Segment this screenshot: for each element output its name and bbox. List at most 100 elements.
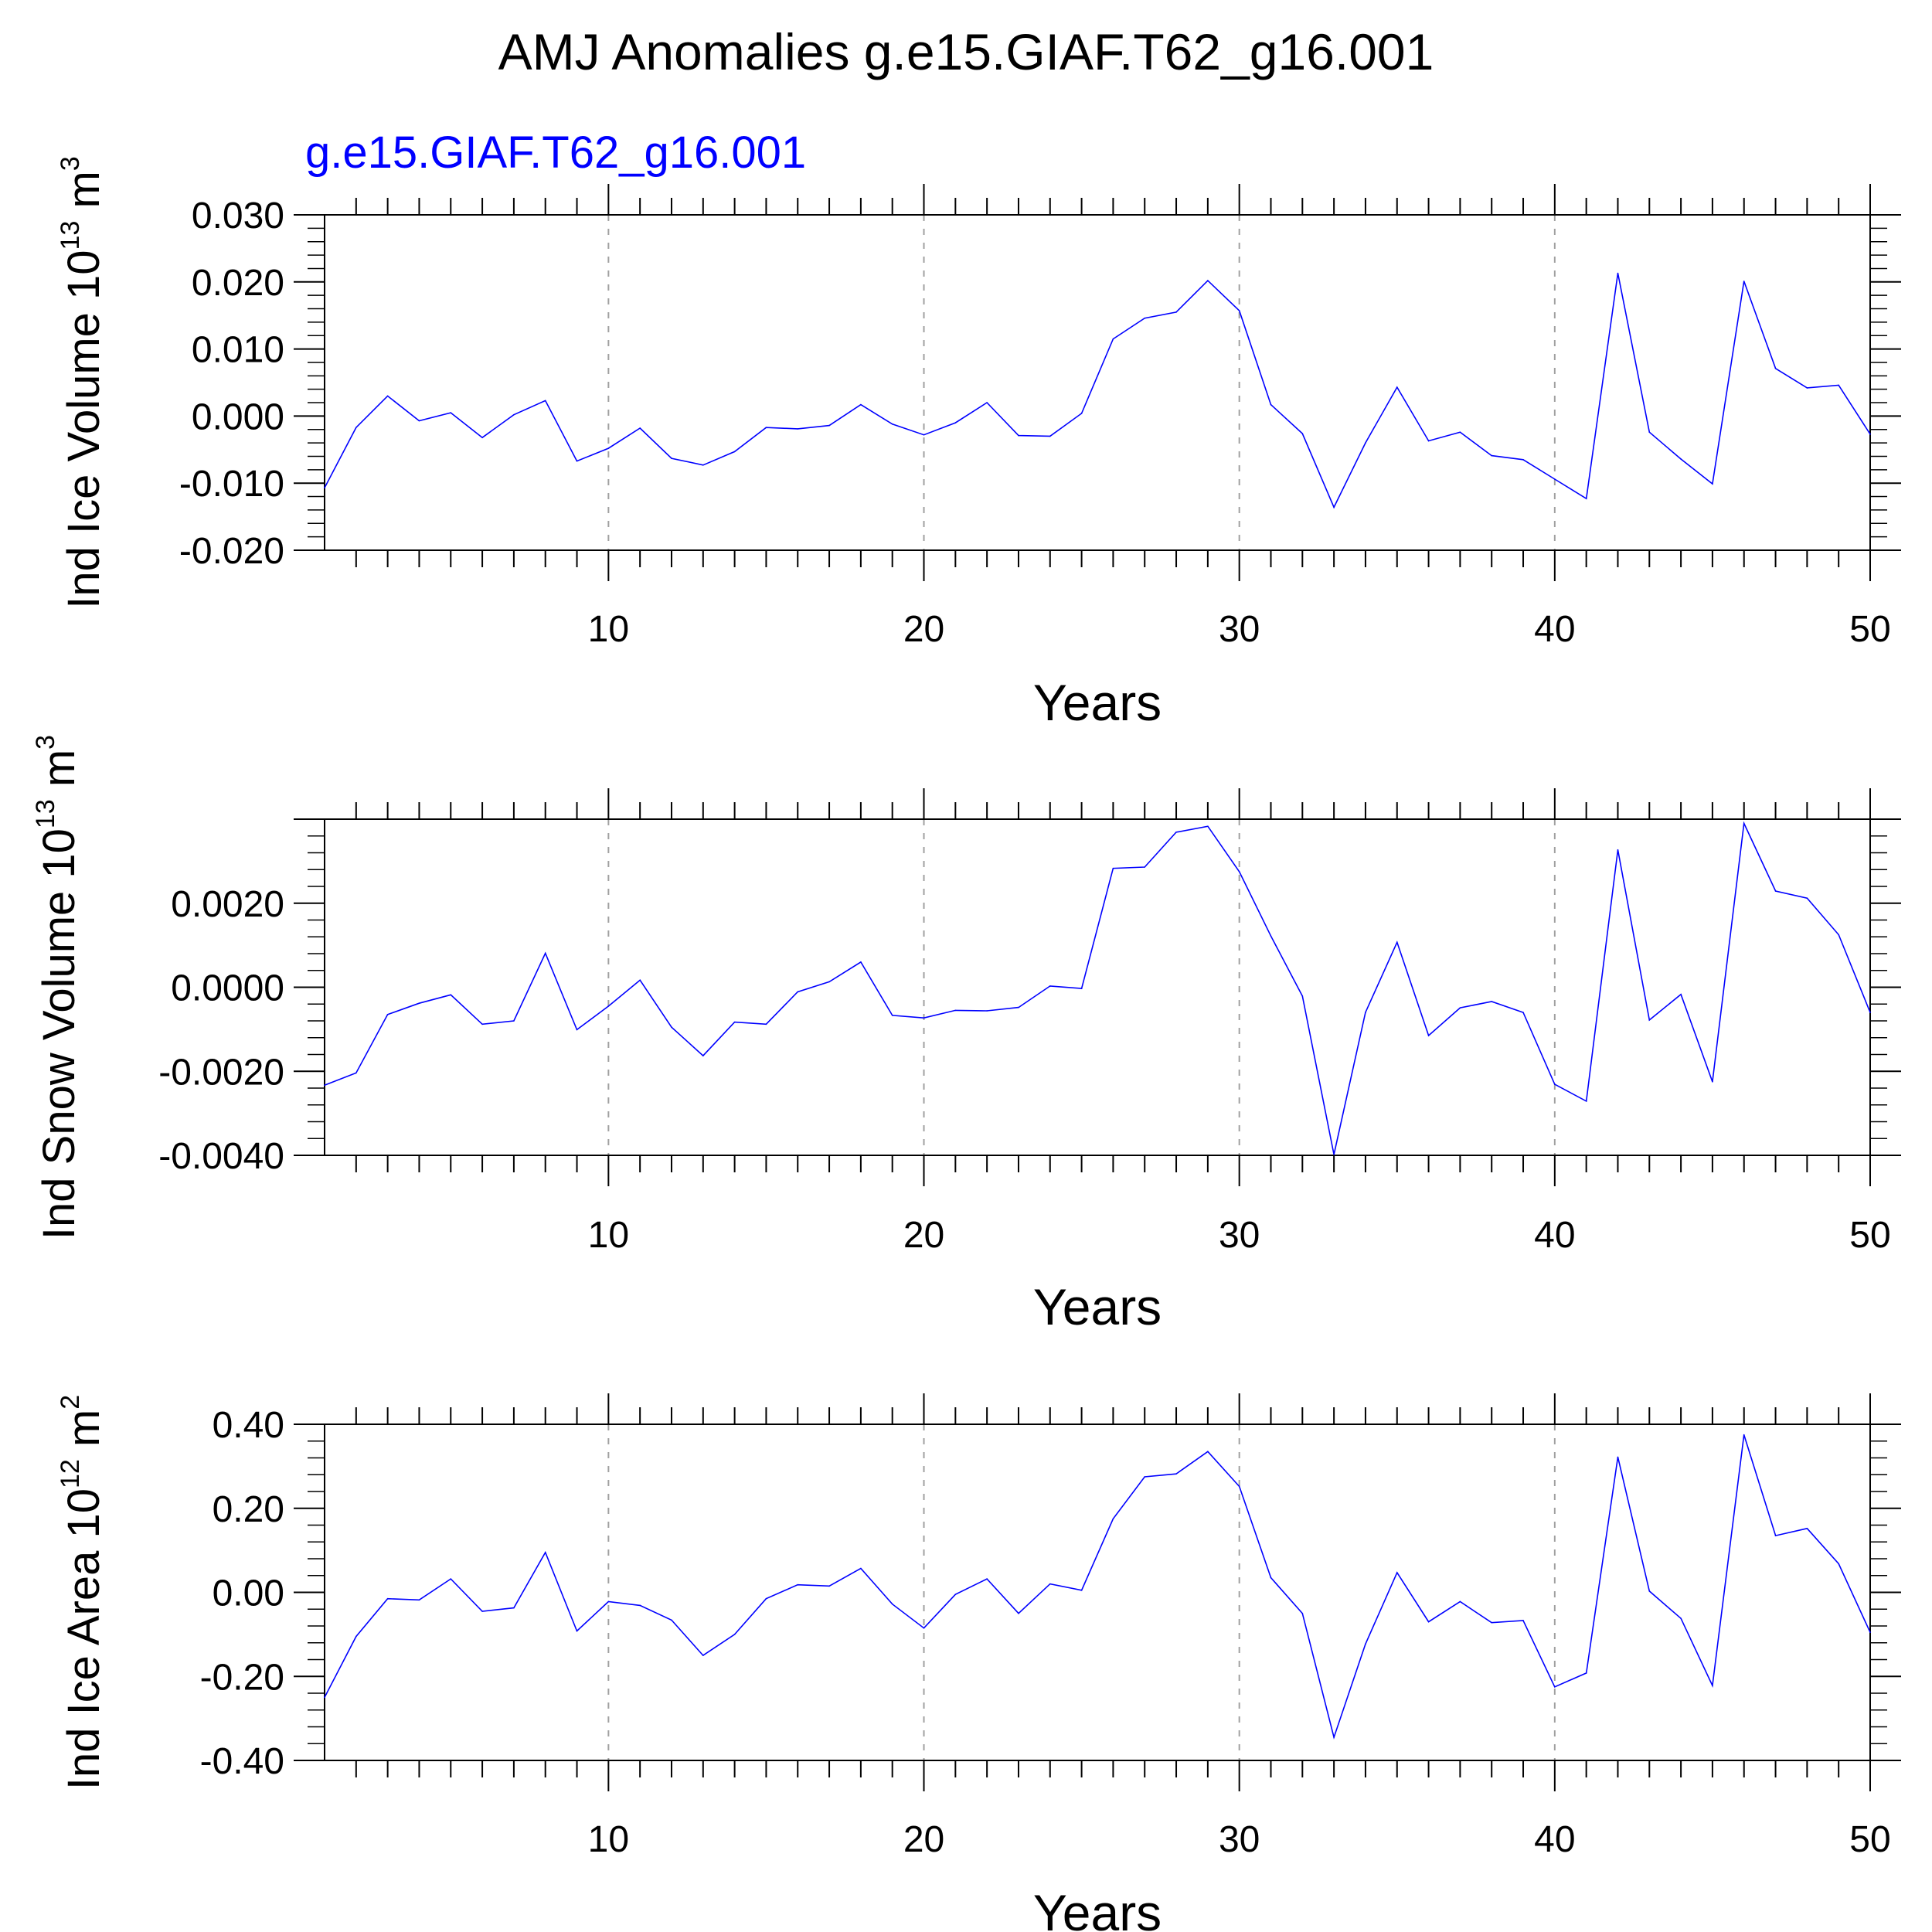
data-point bbox=[1238, 871, 1240, 872]
data-point bbox=[797, 1583, 799, 1586]
x-axis-label: Years bbox=[1033, 674, 1162, 731]
data-point bbox=[733, 1021, 736, 1023]
data-point bbox=[1365, 1012, 1366, 1013]
data-point bbox=[1144, 1476, 1146, 1478]
data-point bbox=[1459, 431, 1461, 434]
data-point bbox=[607, 1005, 610, 1007]
data-point bbox=[481, 437, 483, 438]
data-point bbox=[1491, 454, 1493, 457]
series-line bbox=[324, 273, 1871, 509]
data-point bbox=[576, 1029, 578, 1031]
x-tick-label: 40 bbox=[1534, 1215, 1575, 1256]
data-point bbox=[1333, 1154, 1335, 1155]
data-point bbox=[702, 1655, 704, 1656]
data-point bbox=[355, 1635, 357, 1638]
data-point bbox=[639, 1604, 641, 1607]
data-point bbox=[1648, 431, 1651, 434]
y-axis-label: Ind Ice Volume 1013 m3 bbox=[56, 156, 109, 609]
data-point bbox=[891, 1015, 893, 1016]
data-point bbox=[1175, 832, 1177, 833]
data-point bbox=[418, 1599, 420, 1601]
data-point bbox=[1680, 458, 1682, 460]
data-point bbox=[481, 1611, 483, 1612]
data-point bbox=[1774, 890, 1777, 892]
y-tick-label: 0.020 bbox=[192, 263, 284, 304]
x-tick-label: 50 bbox=[1849, 609, 1890, 650]
data-point bbox=[986, 1578, 988, 1580]
data-point bbox=[418, 1002, 420, 1004]
data-point bbox=[1112, 867, 1114, 869]
data-point bbox=[1459, 1007, 1461, 1009]
panel-3: 10 20 30 40 50 -0.40 -0.20 0.00 0.20 0.40 Years Ind… bbox=[56, 1393, 1901, 1932]
data-point bbox=[355, 1072, 357, 1074]
y-tick-label: -0.20 bbox=[200, 1657, 284, 1698]
data-point bbox=[923, 1627, 925, 1629]
y-tick-label: 0.0020 bbox=[171, 884, 284, 925]
series-line bbox=[324, 1434, 1871, 1740]
data-point bbox=[1869, 434, 1871, 435]
data-point bbox=[828, 424, 830, 427]
data-point bbox=[1491, 1001, 1493, 1002]
data-point bbox=[1554, 1083, 1556, 1085]
data-point bbox=[639, 979, 641, 981]
data-point bbox=[386, 1597, 389, 1600]
data-point bbox=[1522, 1012, 1524, 1013]
y-tick-label: 0.20 bbox=[213, 1489, 284, 1530]
panel-2: 10 20 30 40 50 -0.0040 -0.0020 0.0000 0.0020 Year… bbox=[31, 735, 1901, 1335]
data-point bbox=[1743, 822, 1745, 825]
data-point bbox=[828, 981, 830, 983]
data-point bbox=[1617, 272, 1619, 274]
data-point bbox=[576, 1630, 578, 1632]
data-point bbox=[954, 1594, 957, 1596]
data-point bbox=[954, 422, 957, 423]
x-tick-label: 40 bbox=[1534, 609, 1575, 650]
data-point bbox=[1869, 1631, 1871, 1633]
data-point bbox=[891, 1603, 893, 1605]
data-point bbox=[1774, 1535, 1777, 1536]
data-point bbox=[1806, 387, 1808, 389]
data-point bbox=[828, 1585, 830, 1587]
data-point bbox=[1838, 384, 1839, 386]
x-tick-label: 10 bbox=[588, 1819, 629, 1860]
x-tick-label: 20 bbox=[903, 609, 944, 650]
data-point bbox=[765, 1023, 767, 1026]
data-point bbox=[797, 991, 799, 993]
y-tick-label: -0.40 bbox=[200, 1741, 284, 1782]
data-point bbox=[1301, 995, 1304, 997]
data-point bbox=[1270, 403, 1272, 406]
data-point bbox=[702, 464, 704, 466]
x-tick-label: 30 bbox=[1219, 1819, 1260, 1860]
data-point bbox=[1270, 1577, 1272, 1579]
data-point bbox=[1585, 1100, 1587, 1102]
data-point bbox=[1112, 338, 1114, 340]
data-point bbox=[1207, 280, 1209, 281]
data-point bbox=[733, 451, 736, 453]
data-point bbox=[1712, 1685, 1713, 1687]
data-point bbox=[1459, 1600, 1461, 1603]
data-point bbox=[1680, 993, 1682, 995]
data-point bbox=[860, 961, 862, 963]
data-point bbox=[1491, 1621, 1493, 1624]
data-point bbox=[607, 447, 610, 449]
data-point bbox=[671, 457, 672, 459]
data-point bbox=[1365, 1643, 1366, 1645]
data-point bbox=[513, 413, 515, 416]
data-point bbox=[1207, 825, 1209, 828]
y-tick-label: 0.00 bbox=[213, 1573, 284, 1614]
data-point bbox=[1806, 897, 1808, 900]
data-point bbox=[1018, 1006, 1019, 1009]
data-point bbox=[1238, 1485, 1240, 1488]
x-tick-label: 30 bbox=[1219, 609, 1260, 650]
data-point bbox=[324, 487, 325, 489]
x-tick-label: 20 bbox=[903, 1215, 944, 1256]
data-point bbox=[1175, 311, 1177, 313]
data-point bbox=[1838, 934, 1839, 936]
data-point bbox=[1301, 433, 1304, 434]
figure-title: AMJ Anomalies g.e15.GIAF.T62_g16.001 bbox=[498, 23, 1434, 80]
data-point bbox=[481, 1023, 483, 1026]
data-point bbox=[1712, 483, 1713, 485]
data-point bbox=[544, 400, 546, 402]
data-point bbox=[1427, 1035, 1430, 1036]
data-point bbox=[1333, 1736, 1335, 1738]
data-point bbox=[544, 952, 546, 954]
